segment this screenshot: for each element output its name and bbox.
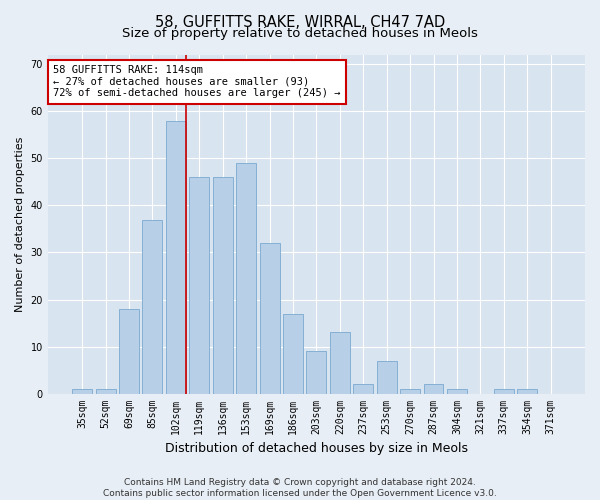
Bar [95, 389, 116, 394]
Text: 58 GUFFITTS RAKE: 114sqm
← 27% of detached houses are smaller (93)
72% of semi-d: 58 GUFFITTS RAKE: 114sqm ← 27% of detach… [53, 65, 341, 98]
Bar [400, 389, 420, 394]
Bar [307, 351, 326, 394]
Bar [190, 178, 209, 394]
Bar [166, 121, 186, 394]
Bar [236, 163, 256, 394]
X-axis label: Distribution of detached houses by size in Meols: Distribution of detached houses by size … [165, 442, 468, 455]
Bar [517, 389, 537, 394]
Bar [494, 389, 514, 394]
Bar [213, 178, 233, 394]
Text: 58, GUFFITTS RAKE, WIRRAL, CH47 7AD: 58, GUFFITTS RAKE, WIRRAL, CH47 7AD [155, 15, 445, 30]
Bar [283, 314, 303, 394]
Bar [424, 384, 443, 394]
Bar [142, 220, 163, 394]
Text: Size of property relative to detached houses in Meols: Size of property relative to detached ho… [122, 28, 478, 40]
Bar [330, 332, 350, 394]
Bar [260, 243, 280, 394]
Text: Contains HM Land Registry data © Crown copyright and database right 2024.
Contai: Contains HM Land Registry data © Crown c… [103, 478, 497, 498]
Bar [353, 384, 373, 394]
Bar [72, 389, 92, 394]
Bar [377, 360, 397, 394]
Bar [447, 389, 467, 394]
Bar [119, 309, 139, 394]
Y-axis label: Number of detached properties: Number of detached properties [15, 136, 25, 312]
